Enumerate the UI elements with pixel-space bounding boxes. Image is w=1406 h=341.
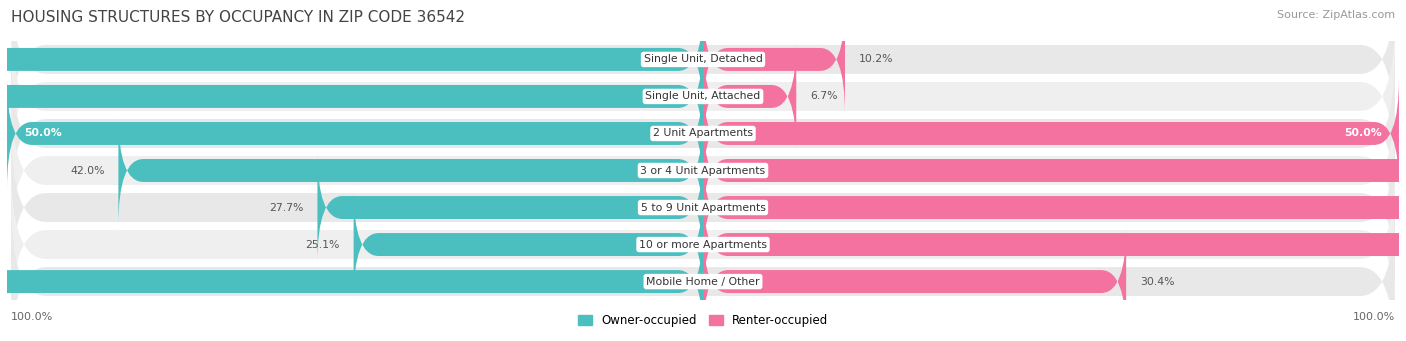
FancyBboxPatch shape xyxy=(7,78,703,189)
FancyBboxPatch shape xyxy=(703,78,1399,189)
Text: 3 or 4 Unit Apartments: 3 or 4 Unit Apartments xyxy=(641,165,765,176)
FancyBboxPatch shape xyxy=(354,189,703,300)
Text: 10 or more Apartments: 10 or more Apartments xyxy=(638,239,768,250)
FancyBboxPatch shape xyxy=(118,115,703,226)
Text: Source: ZipAtlas.com: Source: ZipAtlas.com xyxy=(1277,10,1395,20)
FancyBboxPatch shape xyxy=(11,18,1395,175)
Text: 10.2%: 10.2% xyxy=(859,55,893,64)
Text: 100.0%: 100.0% xyxy=(11,312,53,322)
FancyBboxPatch shape xyxy=(11,55,1395,212)
FancyBboxPatch shape xyxy=(11,129,1395,286)
Text: 50.0%: 50.0% xyxy=(1344,129,1382,138)
Text: 5 to 9 Unit Apartments: 5 to 9 Unit Apartments xyxy=(641,203,765,212)
Text: 25.1%: 25.1% xyxy=(305,239,340,250)
Text: 6.7%: 6.7% xyxy=(810,91,838,102)
Text: 50.0%: 50.0% xyxy=(24,129,62,138)
FancyBboxPatch shape xyxy=(11,92,1395,249)
Text: 27.7%: 27.7% xyxy=(269,203,304,212)
FancyBboxPatch shape xyxy=(703,152,1406,263)
FancyBboxPatch shape xyxy=(703,41,796,152)
FancyBboxPatch shape xyxy=(0,226,703,337)
Text: 2 Unit Apartments: 2 Unit Apartments xyxy=(652,129,754,138)
FancyBboxPatch shape xyxy=(0,4,703,115)
FancyBboxPatch shape xyxy=(318,152,703,263)
Text: HOUSING STRUCTURES BY OCCUPANCY IN ZIP CODE 36542: HOUSING STRUCTURES BY OCCUPANCY IN ZIP C… xyxy=(11,10,465,25)
Legend: Owner-occupied, Renter-occupied: Owner-occupied, Renter-occupied xyxy=(578,314,828,327)
Text: Single Unit, Attached: Single Unit, Attached xyxy=(645,91,761,102)
FancyBboxPatch shape xyxy=(11,204,1395,341)
FancyBboxPatch shape xyxy=(703,226,1126,337)
FancyBboxPatch shape xyxy=(0,41,703,152)
FancyBboxPatch shape xyxy=(11,0,1395,137)
Text: 100.0%: 100.0% xyxy=(1353,312,1395,322)
Text: Single Unit, Detached: Single Unit, Detached xyxy=(644,55,762,64)
Text: 42.0%: 42.0% xyxy=(70,165,104,176)
FancyBboxPatch shape xyxy=(703,189,1406,300)
FancyBboxPatch shape xyxy=(11,166,1395,323)
Text: Mobile Home / Other: Mobile Home / Other xyxy=(647,277,759,286)
FancyBboxPatch shape xyxy=(703,4,845,115)
FancyBboxPatch shape xyxy=(703,115,1406,226)
Text: 30.4%: 30.4% xyxy=(1140,277,1174,286)
